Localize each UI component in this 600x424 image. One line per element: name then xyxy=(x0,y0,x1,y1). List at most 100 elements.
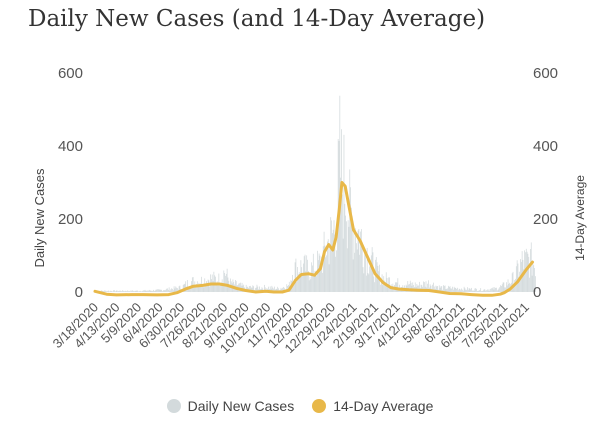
daily-cases-bar xyxy=(148,289,150,292)
daily-cases-bar xyxy=(467,287,468,292)
daily-cases-bar xyxy=(444,285,446,292)
chart-canvas: 0 200 400 600 0 200 400 600 3/18/20204/13/2020… xyxy=(32,65,587,356)
daily-cases-bar xyxy=(408,284,409,292)
daily-cases-bar xyxy=(186,280,188,292)
daily-cases-bar xyxy=(454,287,456,292)
daily-cases-bar xyxy=(193,285,195,292)
daily-cases-bar xyxy=(219,285,221,292)
daily-cases-bar xyxy=(529,277,530,292)
daily-cases-bar xyxy=(167,288,168,292)
daily-cases-bar xyxy=(201,285,203,292)
daily-cases-bar xyxy=(484,289,486,292)
daily-cases-bar xyxy=(276,288,278,292)
daily-cases-bar xyxy=(380,279,382,292)
daily-cases-bar xyxy=(253,286,255,292)
daily-cases-bar xyxy=(489,290,491,292)
daily-cases-bar xyxy=(480,288,482,292)
14-day-average-line xyxy=(93,181,534,297)
daily-cases-bar xyxy=(192,277,194,292)
right-y-tick-label: 0 xyxy=(533,284,541,301)
daily-cases-bar xyxy=(301,267,303,292)
daily-cases-bar xyxy=(197,286,199,292)
daily-cases-bar xyxy=(109,290,111,292)
left-y-tick-label: 0 xyxy=(75,284,83,301)
daily-cases-bar xyxy=(209,286,211,292)
daily-cases-bar xyxy=(413,284,414,292)
daily-cases-bar xyxy=(501,285,502,292)
daily-cases-bar xyxy=(254,288,256,292)
daily-cases-bar xyxy=(137,290,139,292)
daily-cases-bar xyxy=(327,241,328,292)
daily-cases-bar xyxy=(531,275,533,292)
daily-cases-bar xyxy=(317,260,319,292)
daily-cases-bar xyxy=(223,270,225,292)
daily-cases-bar xyxy=(172,288,173,292)
daily-cases-bar xyxy=(515,266,517,292)
legend-item-daily-new-cases[interactable]: Daily New Cases xyxy=(166,398,294,414)
daily-cases-bar xyxy=(118,290,119,292)
daily-cases-bar xyxy=(449,286,451,292)
daily-cases-bar xyxy=(215,282,217,292)
daily-cases-bar xyxy=(188,287,190,292)
daily-cases-bar xyxy=(104,290,105,292)
daily-cases-bar xyxy=(334,234,336,292)
daily-cases-bar xyxy=(342,238,344,292)
right-y-axis-label: 14-Day Average xyxy=(573,175,587,261)
daily-cases-bar xyxy=(189,286,191,292)
daily-cases-bar xyxy=(366,247,368,292)
daily-cases-bar xyxy=(173,286,175,292)
daily-cases-bar xyxy=(199,284,201,292)
daily-cases-bar xyxy=(314,270,316,292)
daily-cases-bar xyxy=(518,276,520,292)
daily-cases-bar xyxy=(208,280,210,292)
daily-cases-bar xyxy=(496,287,497,292)
legend-item-14-day-average[interactable]: 14-Day Average xyxy=(312,398,433,414)
daily-cases-bar xyxy=(385,272,387,292)
daily-cases-bar xyxy=(277,286,279,292)
daily-cases-bar xyxy=(482,290,484,292)
daily-cases-bar xyxy=(410,282,412,292)
daily-cases-bar xyxy=(530,242,532,292)
daily-cases-bar xyxy=(133,290,134,292)
daily-cases-bar xyxy=(163,290,165,292)
daily-cases-bar xyxy=(348,226,350,292)
daily-cases-bar xyxy=(131,291,133,292)
left-y-tick-label: 400 xyxy=(58,138,83,155)
daily-cases-bar xyxy=(433,286,435,292)
daily-cases-bar xyxy=(185,281,187,292)
daily-cases-bar xyxy=(438,285,440,292)
daily-cases-bar xyxy=(328,264,330,292)
daily-cases-bar xyxy=(323,231,325,292)
daily-cases-bar xyxy=(296,281,298,292)
daily-cases-bar xyxy=(302,263,304,292)
daily-cases-bar xyxy=(453,286,455,292)
daily-cases-bar xyxy=(445,289,447,292)
daily-cases-bar xyxy=(456,289,458,292)
daily-cases-bar xyxy=(368,274,370,292)
daily-cases-bar xyxy=(116,290,118,292)
daily-cases-bar xyxy=(476,288,477,292)
daily-cases-bar xyxy=(344,203,346,292)
daily-cases-bar xyxy=(117,291,119,292)
daily-cases-bar xyxy=(108,290,110,292)
daily-cases-bar xyxy=(433,282,434,292)
daily-cases-bar xyxy=(205,285,206,292)
daily-cases-bar xyxy=(462,290,464,292)
daily-cases-bar xyxy=(389,277,390,292)
daily-cases-bar xyxy=(216,281,218,292)
right-y-tick-label: 200 xyxy=(533,211,558,228)
daily-cases-bar xyxy=(483,289,485,292)
daily-cases-bar xyxy=(313,273,315,292)
daily-cases-bar xyxy=(119,290,120,292)
daily-cases-bar xyxy=(364,248,366,292)
daily-cases-bar xyxy=(162,291,163,292)
daily-cases-bar xyxy=(519,271,521,292)
daily-cases-bar xyxy=(501,284,503,292)
daily-cases-bar xyxy=(450,288,452,292)
daily-cases-bar xyxy=(172,290,174,292)
daily-cases-bar xyxy=(213,271,215,292)
daily-cases-bar xyxy=(273,286,275,292)
daily-cases-bar xyxy=(360,231,361,292)
daily-cases-bar xyxy=(307,259,308,292)
daily-cases-bar xyxy=(481,291,483,292)
